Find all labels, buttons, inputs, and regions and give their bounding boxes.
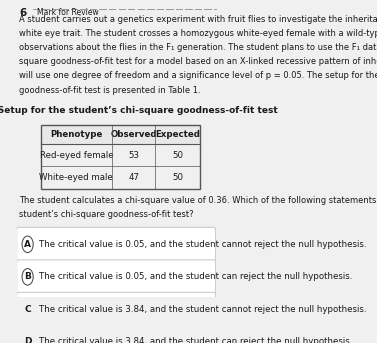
Text: The student calculates a chi-square value of 0.36. Which of the following statem: The student calculates a chi-square valu…	[19, 196, 377, 205]
Text: B: B	[24, 272, 31, 281]
Text: 50: 50	[172, 173, 183, 182]
Text: The critical value is 0.05, and the student cannot reject the null hypothesis.: The critical value is 0.05, and the stud…	[38, 240, 366, 249]
Text: Red-eyed female: Red-eyed female	[40, 151, 113, 160]
Text: Table 1. Setup for the student’s chi-square goodness-of-fit test: Table 1. Setup for the student’s chi-squ…	[0, 106, 277, 115]
Text: D: D	[24, 338, 31, 343]
Text: 6: 6	[20, 8, 27, 18]
FancyBboxPatch shape	[17, 292, 216, 327]
Text: observations about the flies in the F₁ generation. The student plans to use the : observations about the flies in the F₁ g…	[19, 43, 377, 52]
Text: Mark for Review: Mark for Review	[37, 8, 98, 17]
Text: 50: 50	[172, 151, 183, 160]
Text: A student carries out a genetics experiment with fruit flies to investigate the : A student carries out a genetics experim…	[19, 15, 377, 24]
FancyBboxPatch shape	[17, 260, 216, 294]
Text: square goodness-of-fit test for a model based on an X-linked recessive pattern o: square goodness-of-fit test for a model …	[19, 57, 377, 66]
Text: The critical value is 3.84, and the student can reject the null hypothesis.: The critical value is 3.84, and the stud…	[38, 338, 352, 343]
Text: A: A	[24, 240, 31, 249]
Text: Observed: Observed	[110, 130, 157, 139]
Text: 47: 47	[128, 173, 139, 182]
FancyBboxPatch shape	[17, 325, 216, 343]
FancyBboxPatch shape	[41, 125, 200, 144]
Text: will use one degree of freedom and a significance level of p = 0.05. The setup f: will use one degree of freedom and a sig…	[19, 71, 377, 81]
Text: Phenotype: Phenotype	[50, 130, 103, 139]
Text: 53: 53	[128, 151, 139, 160]
Text: C: C	[24, 305, 31, 314]
Text: white eye trait. The student crosses a homozygous white-eyed female with a wild-: white eye trait. The student crosses a h…	[19, 29, 377, 38]
Text: goodness-of-fit test is presented in Table 1.: goodness-of-fit test is presented in Tab…	[19, 86, 200, 95]
FancyBboxPatch shape	[17, 227, 216, 261]
Text: The critical value is 0.05, and the student can reject the null hypothesis.: The critical value is 0.05, and the stud…	[38, 272, 352, 281]
Text: The critical value is 3.84, and the student cannot reject the null hypothesis.: The critical value is 3.84, and the stud…	[38, 305, 366, 314]
Text: student’s chi-square goodness-of-fit test?: student’s chi-square goodness-of-fit tes…	[19, 210, 193, 219]
Text: White-eyed male: White-eyed male	[40, 173, 113, 182]
Text: Expected: Expected	[155, 130, 200, 139]
